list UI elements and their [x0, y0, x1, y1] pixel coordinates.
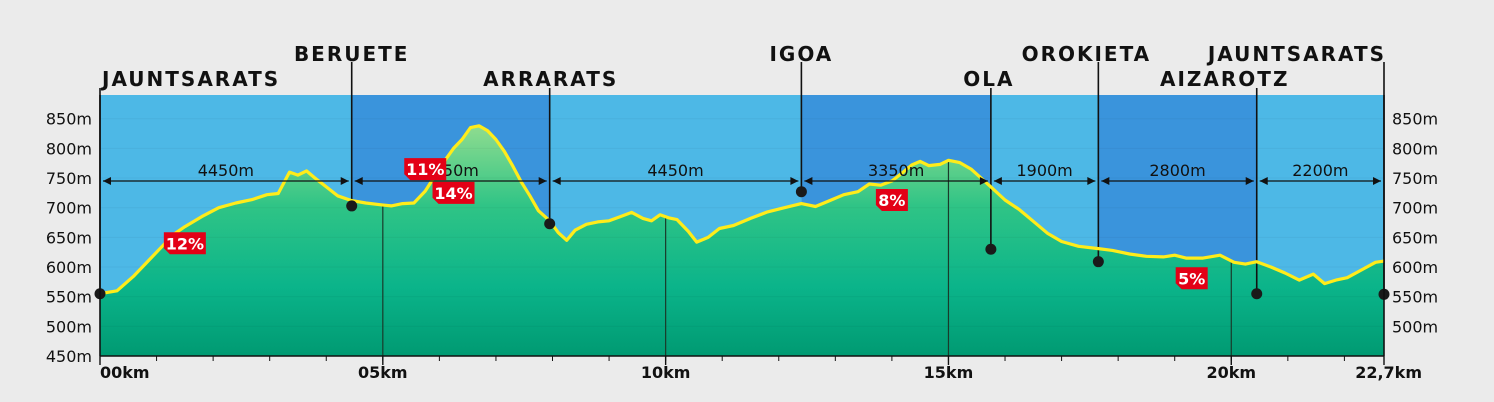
place-names: JAUNTSARATS BERUETE ARRARATS IGOA OLA OROKIET…: [100, 42, 1386, 91]
distance-arrowhead-left-2: [354, 177, 363, 186]
distance-label-7: 2200m: [1292, 161, 1348, 180]
y-tick-right-2: 800m: [1392, 139, 1438, 158]
distance-arrowhead-left-1: [103, 177, 111, 186]
gradient-badges: 12% 11% 14% 8% 5%: [163, 158, 1208, 290]
grade-label-4: 8%: [878, 191, 905, 210]
y-tick-right-6: 600m: [1392, 258, 1438, 277]
y-tick-right-8: 500m: [1392, 317, 1438, 336]
x-tick-label-5: 20km: [1206, 363, 1256, 382]
distance-arrowhead-left-7: [1259, 177, 1268, 186]
profile-line: [99, 124, 1385, 296]
distance-arrowhead-left-5: [993, 177, 1002, 186]
distance-label-5: 1900m: [1016, 161, 1072, 180]
y-tick-left-2: 800m: [46, 139, 92, 158]
place-name-7: AIZAROTZ: [1160, 67, 1289, 91]
place-dot-3: [544, 218, 556, 230]
distance-arrowhead-left-4: [804, 177, 813, 186]
terrain-area: [100, 125, 1384, 356]
grade-badge-2: [404, 158, 447, 181]
y-tick-left-9: 450m: [46, 347, 92, 366]
grade-label-1: 12%: [166, 234, 204, 253]
distance-arrowhead-right-3: [790, 177, 799, 186]
grade-badge-4: [875, 188, 908, 211]
y-tick-right-5: 650m: [1392, 228, 1438, 247]
elevation-profile-line: [99, 124, 1385, 296]
grade-badge-5: [1175, 267, 1208, 290]
distance-arrowhead-right-4: [979, 177, 988, 186]
x-tick-label-1: 00km: [100, 363, 150, 382]
y-tick-right-7: 550m: [1392, 288, 1438, 307]
place-name-5: OLA: [963, 67, 1014, 91]
place-dot-6: [1092, 256, 1104, 268]
distance-arrowhead-right-6: [1245, 177, 1254, 186]
x-tick-label-3: 10km: [641, 363, 691, 382]
distance-arrowhead-left-6: [1101, 177, 1110, 186]
y-tick-left-7: 550m: [46, 288, 92, 307]
grade-label-2: 11%: [406, 160, 444, 179]
distance-arrowhead-right-5: [1087, 177, 1096, 186]
place-name-8: JAUNTSARATS: [1206, 42, 1386, 66]
distance-label-3: 4450m: [647, 161, 703, 180]
segment-distance-arrows: 4450m 3550m 4450m 3350m 1900m 2800m 2200m: [103, 161, 1381, 186]
place-dot-4: [795, 186, 807, 198]
distance-label-6: 2800m: [1149, 161, 1205, 180]
distance-arrowhead-right-2: [538, 177, 547, 186]
place-dot-7: [1251, 288, 1263, 300]
grade-label-5: 5%: [1178, 269, 1205, 288]
grade-label-3: 14%: [434, 184, 472, 203]
y-tick-left-1: 850m: [46, 110, 92, 129]
y-tick-left-6: 600m: [46, 258, 92, 277]
y-tick-left-5: 650m: [46, 228, 92, 247]
place-dot-5: [985, 243, 997, 255]
x-tick-label-2: 05km: [358, 363, 408, 382]
y-tick-left-4: 700m: [46, 199, 92, 218]
place-name-6: OROKIETA: [1022, 42, 1152, 66]
y-tick-left-8: 500m: [46, 317, 92, 336]
place-name-4: IGOA: [769, 42, 833, 66]
distance-label-4: 3350m: [868, 161, 924, 180]
grade-badge-1: [163, 232, 206, 255]
place-name-3: ARRARATS: [483, 67, 618, 91]
y-tick-right-1: 850m: [1392, 110, 1438, 129]
place-name-2: BERUETE: [294, 42, 410, 66]
distance-label-1: 4450m: [198, 161, 254, 180]
y-tick-left-3: 750m: [46, 169, 92, 188]
place-dot-2: [346, 200, 358, 212]
grade-badge-3: [432, 181, 475, 204]
distance-arrowhead-right-1: [340, 177, 349, 186]
terrain-fill: [100, 125, 1384, 356]
place-name-1: JAUNTSARATS: [100, 67, 280, 91]
x-tick-label-6: 22,7km: [1355, 363, 1422, 382]
axes: 850m 850m 800m 800m 750m 750m 700m 700m 650m 650m…: [46, 95, 1438, 382]
distance-arrowhead-left-3: [552, 177, 561, 186]
y-tick-right-3: 750m: [1392, 169, 1438, 188]
distance-arrowhead-right-7: [1373, 177, 1381, 186]
y-tick-right-4: 700m: [1392, 199, 1438, 218]
x-tick-label-4: 15km: [924, 363, 974, 382]
